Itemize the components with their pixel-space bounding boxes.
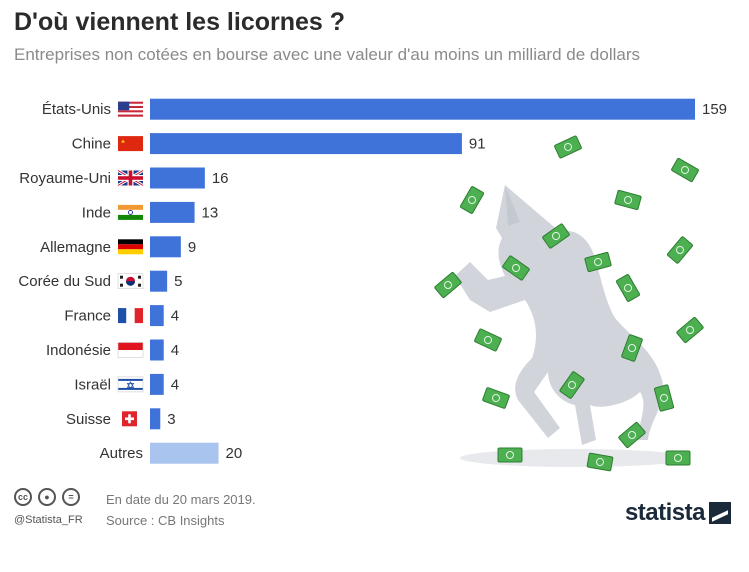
- chart-subtitle: Entreprises non cotées en bourse avec un…: [14, 45, 640, 64]
- category-label: États-Unis: [42, 101, 111, 118]
- value-label: 16: [212, 170, 229, 187]
- banknote-icon: [502, 255, 530, 281]
- flag-fr-icon: [118, 308, 143, 324]
- bar-row: Royaume-Uni 16: [19, 167, 229, 189]
- flag-ch-icon: [122, 411, 137, 427]
- banknote-icon: [584, 251, 612, 273]
- social-handle: @Statista_FR: [14, 514, 83, 526]
- bar: [150, 408, 161, 430]
- bar: [150, 270, 168, 292]
- banknote-icon: [615, 274, 641, 302]
- bar-row: Autres 20: [100, 442, 243, 464]
- bar: [150, 98, 695, 120]
- bar: [150, 236, 181, 258]
- banknote-icon: [586, 452, 614, 472]
- banknote-icon: [542, 223, 570, 249]
- banknotes-decoration: [434, 135, 704, 472]
- value-label: 3: [167, 411, 175, 428]
- banknote-icon: [671, 157, 699, 183]
- category-label: Suisse: [66, 411, 111, 428]
- bar-row: Indonésie 4: [46, 339, 179, 361]
- value-label: 5: [174, 273, 182, 290]
- value-label: 159: [702, 101, 727, 118]
- bar-series: États-Unis 159 Chine 91 Royaume-Uni 16 Inde 13 A…: [18, 98, 727, 464]
- value-label: 4: [171, 376, 179, 393]
- flag-cn-icon: [118, 136, 143, 152]
- bar: [150, 305, 164, 327]
- license-icons: cc ● =: [14, 488, 80, 506]
- flag-id-icon: [117, 342, 144, 358]
- category-label: Chine: [72, 136, 111, 153]
- value-label: 91: [469, 136, 486, 153]
- banknote-icon: [667, 236, 693, 264]
- value-label: 20: [226, 445, 243, 462]
- flag-gb-icon: [117, 169, 144, 187]
- bar-row: Allemagne 9: [40, 236, 196, 258]
- source-note: Source : CB Insights: [106, 513, 225, 528]
- banknote-icon: [665, 450, 691, 466]
- statista-logo[interactable]: statista: [625, 499, 731, 527]
- banknote-icon: [554, 135, 582, 159]
- chart-title: D'où viennent les licornes ?: [14, 8, 346, 36]
- bar: [150, 167, 205, 189]
- logo-text: statista: [624, 499, 706, 526]
- category-label: Autres: [100, 445, 143, 462]
- category-label: France: [64, 308, 111, 325]
- bar: [150, 201, 195, 223]
- value-label: 9: [188, 239, 196, 256]
- banknote-icon: [676, 317, 704, 343]
- logo-mark-icon: [709, 502, 731, 524]
- banknote-icon: [459, 186, 485, 214]
- banknote-icon: [559, 371, 585, 399]
- bar: [150, 133, 462, 155]
- chart-area: États-Unis 159 Chine 91 Royaume-Uni 16 Inde 13 A…: [18, 98, 727, 472]
- banknote-icon: [434, 272, 462, 298]
- flag-kr-icon: [117, 273, 144, 290]
- value-label: 4: [171, 308, 179, 325]
- flag-us-icon: [118, 101, 143, 117]
- bar-row: Corée du Sud 5: [18, 270, 182, 292]
- bar-row: Suisse 3: [66, 408, 176, 430]
- category-label: Allemagne: [40, 239, 111, 256]
- banknote-icon: [653, 384, 675, 412]
- bar: [150, 442, 219, 464]
- flag-il-icon: [117, 376, 144, 393]
- bar-row: États-Unis 159: [42, 98, 727, 120]
- category-label: Royaume-Uni: [19, 170, 111, 187]
- category-label: Israël: [74, 376, 111, 393]
- bar: [150, 339, 164, 361]
- banknote-icon: [474, 328, 502, 352]
- unicorn-illustration: [455, 185, 690, 467]
- banknote-icon: [621, 334, 643, 362]
- bar: [150, 373, 164, 395]
- bar-row: France 4: [64, 305, 179, 327]
- value-label: 4: [171, 342, 179, 359]
- value-label: 13: [202, 204, 219, 221]
- footnote: En date du 20 mars 2019. Source : CB Ins…: [106, 489, 256, 531]
- date-note: En date du 20 mars 2019.: [106, 492, 256, 507]
- category-label: Inde: [82, 204, 111, 221]
- banknote-icon: [482, 387, 510, 409]
- bar-row: Inde 13: [82, 201, 219, 223]
- bar-row: Chine 91: [72, 133, 486, 155]
- flag-de-icon: [118, 239, 143, 255]
- cc-icon: cc: [14, 488, 32, 506]
- banknote-icon: [614, 189, 642, 211]
- banknote-icon: [618, 422, 646, 448]
- equals-icon: =: [62, 488, 80, 506]
- category-label: Indonésie: [46, 342, 111, 359]
- category-label: Corée du Sud: [18, 273, 111, 290]
- banknote-icon: [497, 447, 523, 463]
- person-icon: ●: [38, 488, 56, 506]
- bar-row: Israël 4: [74, 373, 179, 395]
- flag-in-icon: [118, 204, 143, 220]
